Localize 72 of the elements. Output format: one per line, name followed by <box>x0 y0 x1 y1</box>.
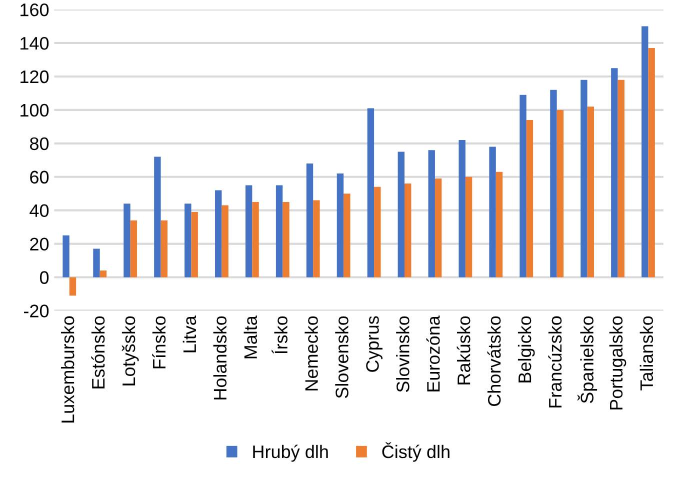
bar <box>252 202 259 278</box>
bar <box>458 140 466 278</box>
x-tick-label: Holandsko <box>213 316 227 400</box>
bar <box>306 163 314 278</box>
x-tick-label: Luxembursko <box>60 316 74 422</box>
bar <box>618 80 624 278</box>
y-tick-label: 20 <box>30 238 49 250</box>
bar <box>434 178 442 278</box>
bar <box>404 184 412 278</box>
legend-label: Hrubý dlh <box>253 444 328 462</box>
x-tick-label: Taliansko <box>640 316 654 390</box>
y-tick-label: 80 <box>30 137 49 150</box>
bar <box>191 212 198 278</box>
x-tick-label: Nemecko <box>304 316 318 390</box>
x-tick-label: Francúzsko <box>548 316 562 408</box>
x-tick-label: Litva <box>182 316 196 352</box>
bar <box>465 176 472 278</box>
bar <box>489 146 496 278</box>
x-tick-label: Eurozóna <box>426 316 440 392</box>
bar <box>130 220 138 278</box>
y-tick-label: 0 <box>40 271 49 284</box>
y-tick-label: 100 <box>20 104 49 117</box>
bar <box>344 194 350 278</box>
bar <box>245 185 252 278</box>
bar <box>62 235 70 278</box>
y-tick-label: -20 <box>24 304 49 318</box>
x-tick-label: Cyprus <box>366 316 382 372</box>
bar <box>276 185 283 278</box>
bar <box>124 204 130 278</box>
bar <box>154 156 161 278</box>
x-tick-label: Írsko <box>272 316 288 354</box>
bar <box>648 48 655 278</box>
y-tick-label: 140 <box>20 36 49 50</box>
x-tick-label: Estónsko <box>91 316 105 388</box>
y-tick-label: 160 <box>20 3 49 16</box>
x-tick-label: Portugalsko <box>609 316 626 410</box>
bar <box>184 204 192 278</box>
legend-label: Čistý dlh <box>382 442 450 462</box>
bar <box>496 172 503 278</box>
bar <box>550 90 557 278</box>
y-tick-label: 120 <box>20 70 49 84</box>
x-tick-label: Slovinsko <box>396 316 410 392</box>
bar <box>282 202 290 278</box>
bar <box>336 174 344 278</box>
bar <box>222 205 228 278</box>
bar <box>398 152 405 278</box>
x-tick-label: Belgicko <box>518 316 535 382</box>
y-tick-label: 60 <box>30 170 49 184</box>
bar <box>520 94 526 278</box>
bar <box>580 80 588 278</box>
bar <box>587 106 594 278</box>
bar <box>100 270 107 278</box>
x-tick-label: Rakúsko <box>456 316 470 384</box>
bar <box>160 220 168 278</box>
x-tick-label: Malta <box>244 316 258 358</box>
bar <box>367 108 374 278</box>
x-tick-label: Lotyšsko <box>122 316 139 386</box>
bar <box>526 120 534 278</box>
x-tick-label: Fínsko <box>152 316 166 368</box>
bar <box>93 248 100 278</box>
x-tick-label: Chorvátsko <box>487 316 501 406</box>
bar <box>215 190 222 278</box>
bar <box>313 200 320 278</box>
bar <box>556 110 564 278</box>
bar <box>611 68 618 278</box>
y-tick-label: 40 <box>30 204 49 218</box>
bar <box>374 186 381 278</box>
bar <box>428 150 435 278</box>
bar <box>642 26 648 278</box>
x-tick-label: Slovensko <box>335 316 348 398</box>
x-tick-label: Španielsko <box>578 316 598 404</box>
bar <box>69 277 76 296</box>
